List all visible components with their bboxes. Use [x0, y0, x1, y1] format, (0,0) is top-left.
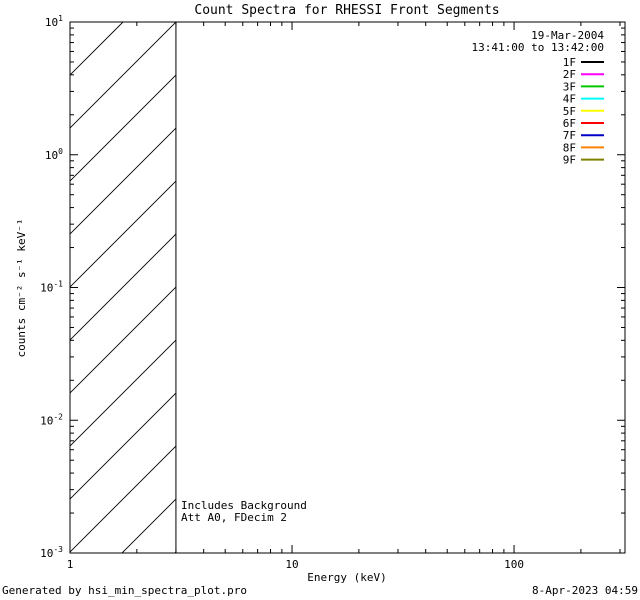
y-tick-label: 10-2 — [40, 412, 63, 427]
chart-title: Count Spectra for RHESSI Front Segments — [194, 3, 499, 18]
legend-entry: 7F — [563, 129, 604, 142]
y-axis-label: counts cm⁻² s⁻¹ keV⁻¹ — [15, 218, 28, 357]
legend-entry-label: 2F — [563, 68, 576, 81]
legend-entry-label: 3F — [563, 80, 576, 93]
legend-entry-label: 5F — [563, 105, 576, 118]
y-tick-label: 100 — [45, 147, 63, 162]
x-tick-label: 1 — [67, 558, 74, 571]
annotation-attenuator-state: Att A0, FDecim 2 — [181, 511, 287, 524]
hatched-region — [70, 22, 176, 553]
legend: 1F 2F 3F 4F 5F 6F — [563, 56, 604, 167]
legend-entry: 3F — [563, 80, 604, 93]
y-tick-label: 101 — [45, 14, 63, 29]
legend-entry: 2F — [563, 68, 604, 81]
generation-timestamp: 8-Apr-2023 04:59 — [532, 584, 638, 597]
legend-entry: 5F — [563, 105, 604, 118]
legend-entry: 8F — [563, 141, 604, 154]
legend-entry-label: 6F — [563, 117, 576, 130]
annotation-includes-background: Includes Background — [181, 499, 307, 512]
legend-entry-label: 1F — [563, 56, 576, 69]
y-tick-label: 10-1 — [40, 280, 63, 295]
chart-generated-layer: 1 10 100 10-3 10-2 10-1 100 101 1F 2F 3F 4F 5F — [40, 14, 626, 571]
legend-entry-label: 8F — [563, 141, 576, 154]
x-axis-label: Energy (keV) — [307, 571, 386, 584]
y-tick-label: 10-3 — [40, 545, 63, 560]
legend-entry: 4F — [563, 93, 604, 106]
legend-entry-label: 9F — [563, 154, 576, 167]
legend-entry-label: 7F — [563, 129, 576, 142]
y-axis-ticks: 10-3 10-2 10-1 100 101 — [40, 14, 625, 560]
credit-text: Generated by hsi_min_spectra_plot.pro — [2, 584, 247, 597]
legend-entry-label: 4F — [563, 93, 576, 106]
legend-entry: 6F — [563, 117, 604, 130]
legend-entry: 1F — [563, 56, 604, 69]
x-tick-label: 100 — [504, 558, 524, 571]
legend-time-range: 13:41:00 to 13:42:00 — [472, 41, 604, 54]
legend-entry: 9F — [563, 154, 604, 167]
axis-box — [69, 21, 626, 554]
x-tick-label: 10 — [285, 558, 298, 571]
x-axis-ticks: 1 10 100 — [67, 22, 621, 571]
legend-date: 19-Mar-2004 — [531, 29, 604, 42]
